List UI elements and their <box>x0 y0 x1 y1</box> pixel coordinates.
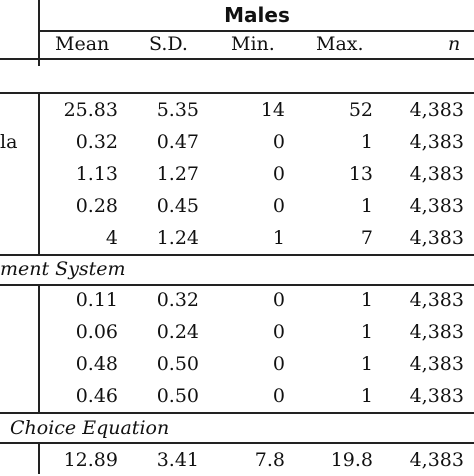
section-rule <box>0 412 474 414</box>
cell-min: 0 <box>272 321 285 343</box>
table-row: 0.06 0.24 0 1 4,383 <box>0 316 474 348</box>
cell-min: 1 <box>272 227 285 249</box>
table-row: la 0.32 0.47 0 1 4,383 <box>0 126 474 158</box>
cell-mean: 0.32 <box>75 131 118 153</box>
group-header: Males <box>224 3 290 27</box>
cell-n: 4,383 <box>409 449 464 471</box>
cell-max: 1 <box>360 385 373 407</box>
cell-sd: 0.32 <box>156 289 199 311</box>
row-label: la <box>0 131 18 153</box>
cell-sd: 0.24 <box>156 321 199 343</box>
cell-sd: 1.24 <box>156 227 199 249</box>
cell-max: 1 <box>360 195 373 217</box>
cell-mean: 0.28 <box>75 195 118 217</box>
cell-n: 4,383 <box>409 227 464 249</box>
cell-n: 4,383 <box>409 353 464 375</box>
cell-sd: 3.41 <box>156 449 199 471</box>
cell-n: 4,383 <box>409 385 464 407</box>
column-divider <box>38 444 40 474</box>
cell-n: 4,383 <box>409 99 464 121</box>
cell-max: 19.8 <box>330 449 373 471</box>
cell-n: 4,383 <box>409 163 464 185</box>
table-row: 1.13 1.27 0 13 4,383 <box>0 158 474 190</box>
table-row: 0.46 0.50 0 1 4,383 <box>0 380 474 412</box>
section-label: Choice Equation <box>10 417 170 439</box>
cell-max: 1 <box>360 131 373 153</box>
table-row: 0.28 0.45 0 1 4,383 <box>0 190 474 222</box>
column-header-max: Max. <box>316 33 364 55</box>
cell-mean: 12.89 <box>63 449 118 471</box>
section-rule <box>0 442 474 444</box>
cell-min: 0 <box>272 353 285 375</box>
cell-max: 13 <box>348 163 373 185</box>
cell-mean: 25.83 <box>63 99 118 121</box>
cell-n: 4,383 <box>409 289 464 311</box>
cell-min: 14 <box>260 99 285 121</box>
cell-mean: 0.11 <box>75 289 118 311</box>
cell-n: 4,383 <box>409 321 464 343</box>
column-header-n: n <box>448 33 461 55</box>
cell-sd: 1.27 <box>156 163 199 185</box>
cell-max: 1 <box>360 353 373 375</box>
group-rule <box>40 30 474 32</box>
table-row: 25.83 5.35 14 52 4,383 <box>0 94 474 126</box>
column-header-min: Min. <box>231 33 275 55</box>
cell-mean: 0.48 <box>75 353 118 375</box>
table-row: 0.48 0.50 0 1 4,383 <box>0 348 474 380</box>
cell-sd: 0.50 <box>156 353 199 375</box>
table-row: 12.89 3.41 7.8 19.8 4,383 <box>0 444 474 476</box>
section-rule <box>0 254 474 256</box>
cell-max: 52 <box>348 99 373 121</box>
cell-mean: 0.46 <box>75 385 118 407</box>
section-rule <box>0 284 474 286</box>
section-label: ment System <box>0 258 126 280</box>
column-divider <box>38 92 40 254</box>
cell-n: 4,383 <box>409 131 464 153</box>
cell-min: 0 <box>272 385 285 407</box>
cell-min: 0 <box>272 289 285 311</box>
cell-sd: 0.50 <box>156 385 199 407</box>
cell-sd: 5.35 <box>156 99 199 121</box>
column-divider <box>38 0 40 66</box>
column-header-mean: Mean <box>55 33 110 55</box>
cell-sd: 0.45 <box>156 195 199 217</box>
column-divider <box>38 284 40 412</box>
cell-sd: 0.47 <box>156 131 199 153</box>
column-header-sd: S.D. <box>149 33 188 55</box>
cell-min: 0 <box>272 163 285 185</box>
table-row: 0.11 0.32 0 1 4,383 <box>0 284 474 316</box>
cell-mean: 1.13 <box>75 163 118 185</box>
cell-max: 1 <box>360 289 373 311</box>
section-rule <box>0 92 474 94</box>
cell-min: 7.8 <box>254 449 285 471</box>
table-row: 4 1.24 1 7 4,383 <box>0 222 474 254</box>
cell-min: 0 <box>272 195 285 217</box>
cell-max: 7 <box>360 227 373 249</box>
cell-mean: 4 <box>105 227 118 249</box>
header-rule <box>0 58 474 60</box>
cell-max: 1 <box>360 321 373 343</box>
cell-mean: 0.06 <box>75 321 118 343</box>
cell-min: 0 <box>272 131 285 153</box>
cell-n: 4,383 <box>409 195 464 217</box>
